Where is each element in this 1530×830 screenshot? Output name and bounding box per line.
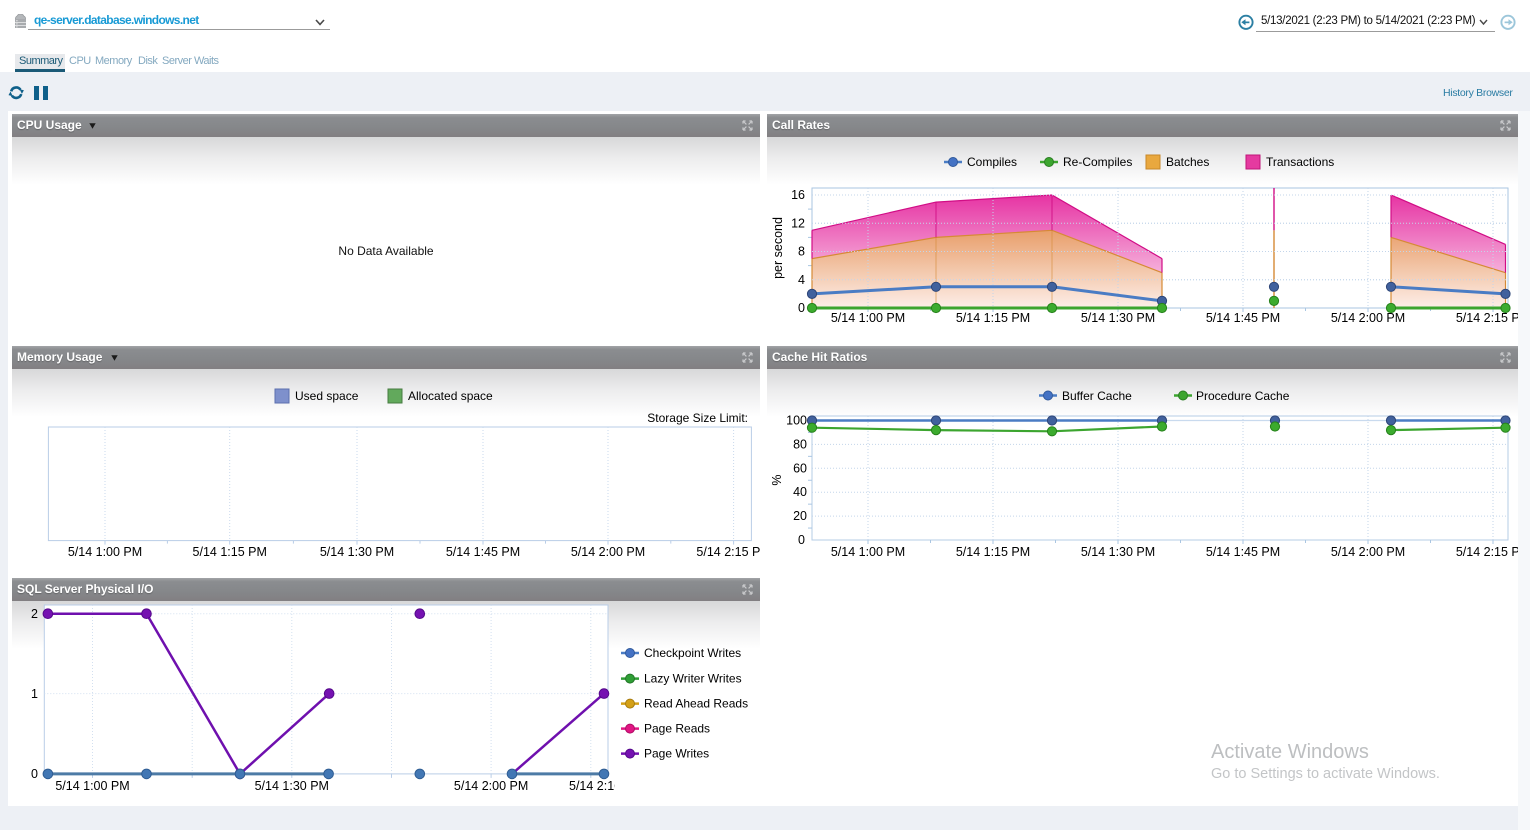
svg-text:Compiles: Compiles [967, 155, 1017, 169]
svg-text:0: 0 [798, 301, 805, 315]
svg-text:5/14 1:15 PM: 5/14 1:15 PM [956, 311, 1030, 325]
svg-text:2: 2 [31, 607, 38, 621]
svg-text:5/14 1:30 PM: 5/14 1:30 PM [255, 779, 329, 793]
svg-text:per second: per second [771, 217, 785, 279]
svg-text:Buffer Cache: Buffer Cache [1062, 389, 1132, 403]
svg-text:Read Ahead Reads: Read Ahead Reads [644, 697, 748, 711]
svg-text:5/14 2:00 PM: 5/14 2:00 PM [1331, 545, 1405, 559]
svg-text:5/14 2:15 PM: 5/14 2:15 PM [1456, 545, 1518, 559]
svg-text:20: 20 [793, 509, 807, 523]
svg-text:5/14 2:00 PM: 5/14 2:00 PM [1331, 311, 1405, 325]
svg-text:5/14 1:00 PM: 5/14 1:00 PM [55, 779, 129, 793]
svg-text:Batches: Batches [1166, 155, 1209, 169]
svg-text:5/14 1:00 PM: 5/14 1:00 PM [831, 311, 905, 325]
svg-text:8: 8 [798, 245, 805, 259]
svg-text:5/14 1:45 PM: 5/14 1:45 PM [446, 545, 520, 559]
svg-text:Storage Size Limit:: Storage Size Limit: [647, 411, 748, 425]
svg-text:Page Writes: Page Writes [644, 747, 709, 761]
svg-text:5/14 1:45 PM: 5/14 1:45 PM [1206, 545, 1280, 559]
svg-text:5/14 2:16: 5/14 2:16 [569, 779, 621, 793]
svg-text:5/14 2:15 PM: 5/14 2:15 PM [696, 545, 760, 559]
svg-text:5/14 1:15 PM: 5/14 1:15 PM [193, 545, 267, 559]
svg-text:5/14 1:00 PM: 5/14 1:00 PM [68, 545, 142, 559]
svg-text:16: 16 [791, 188, 805, 202]
svg-text:Transactions: Transactions [1266, 155, 1334, 169]
svg-text:0: 0 [31, 767, 38, 781]
svg-text:4: 4 [798, 273, 805, 287]
svg-text:5/14 2:00 PM: 5/14 2:00 PM [571, 545, 645, 559]
svg-text:12: 12 [791, 216, 805, 230]
svg-text:Lazy Writer Writes: Lazy Writer Writes [644, 672, 742, 686]
svg-text:80: 80 [793, 437, 807, 451]
svg-text:Checkpoint Writes: Checkpoint Writes [644, 646, 741, 660]
svg-text:Allocated space: Allocated space [408, 389, 493, 403]
svg-text:5/14 1:00 PM: 5/14 1:00 PM [831, 545, 905, 559]
svg-text:40: 40 [793, 485, 807, 499]
svg-text:%: % [770, 474, 784, 485]
svg-text:Used space: Used space [295, 389, 359, 403]
svg-text:5/14 1:30 PM: 5/14 1:30 PM [320, 545, 394, 559]
svg-text:5/14 1:30 PM: 5/14 1:30 PM [1081, 545, 1155, 559]
svg-text:5/14 2:00 PM: 5/14 2:00 PM [454, 779, 528, 793]
svg-text:60: 60 [793, 461, 807, 475]
svg-text:0: 0 [798, 533, 805, 547]
svg-text:Page Reads: Page Reads [644, 722, 710, 736]
svg-text:5/14 1:15 PM: 5/14 1:15 PM [956, 545, 1030, 559]
svg-text:Re-Compiles: Re-Compiles [1063, 155, 1132, 169]
svg-text:100: 100 [786, 414, 807, 428]
svg-text:5/14 1:30 PM: 5/14 1:30 PM [1081, 311, 1155, 325]
svg-text:1: 1 [31, 687, 38, 701]
svg-text:5/14 1:45 PM: 5/14 1:45 PM [1206, 311, 1280, 325]
svg-text:5/14 2:15 PM: 5/14 2:15 PM [1456, 311, 1518, 325]
svg-text:Procedure Cache: Procedure Cache [1196, 389, 1290, 403]
